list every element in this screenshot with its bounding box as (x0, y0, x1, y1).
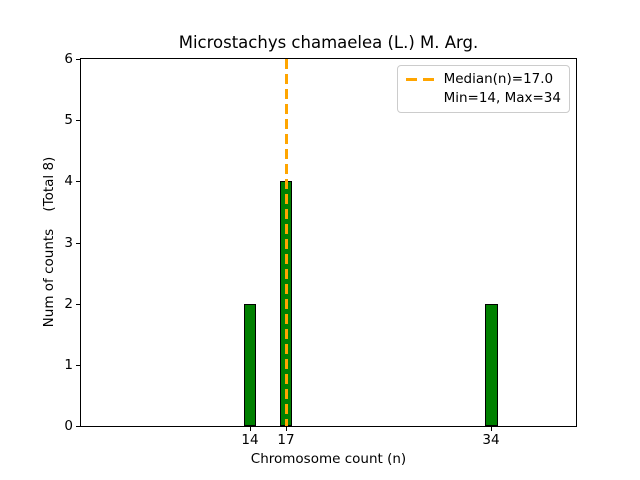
dashed-line-icon (405, 78, 434, 81)
bar-14 (243, 303, 257, 426)
y-tick-label-4: 4 (64, 173, 73, 189)
y-tick-label-2: 2 (64, 296, 73, 312)
median-line (284, 59, 288, 426)
y-tick-label-3: 3 (64, 235, 73, 251)
bar-34 (485, 303, 498, 426)
y-axis-label: Num of counts (Total 8) (41, 156, 57, 328)
plot-area: Median(n)=17.0 Min=14, Max=34 (80, 58, 577, 427)
legend-entry-minmax: Min=14, Max=34 (406, 89, 561, 108)
y-tick-mark-5 (76, 120, 80, 121)
x-tick-label-17: 17 (277, 432, 295, 448)
legend-marker-empty (406, 97, 434, 100)
y-tick-label-1: 1 (64, 357, 73, 373)
x-tick-label-34: 34 (482, 432, 500, 448)
x-tick-mark-14 (250, 427, 251, 431)
y-tick-mark-1 (76, 365, 80, 366)
x-tick-mark-17 (286, 427, 287, 431)
y-tick-label-6: 6 (64, 51, 73, 67)
y-tick-mark-3 (76, 243, 80, 244)
legend-label-minmax: Min=14, Max=34 (443, 90, 561, 106)
legend: Median(n)=17.0 Min=14, Max=34 (396, 65, 570, 113)
chart-title: Microstachys chamaelea (L.) M. Arg. (178, 33, 479, 52)
legend-label-median: Median(n)=17.0 (443, 71, 554, 87)
y-tick-mark-6 (76, 59, 80, 60)
x-axis-label: Chromosome count (n) (250, 451, 407, 467)
y-tick-label-0: 0 (64, 418, 73, 434)
x-tick-label-14: 14 (241, 432, 259, 448)
legend-entry-median: Median(n)=17.0 (405, 70, 561, 89)
y-tick-mark-2 (76, 304, 80, 305)
x-tick-mark-34 (491, 427, 492, 431)
y-tick-label-5: 5 (64, 112, 73, 128)
y-tick-mark-0 (76, 426, 80, 427)
y-tick-mark-4 (76, 181, 80, 182)
